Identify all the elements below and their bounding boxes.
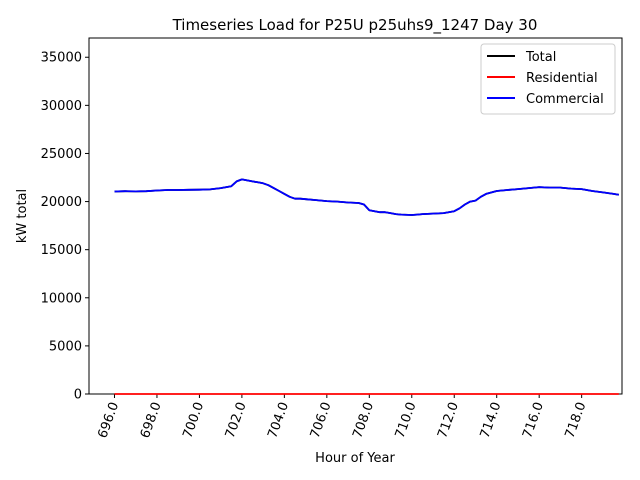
y-tick-label: 25000 bbox=[41, 147, 82, 162]
x-axis-label: Hour of Year bbox=[315, 451, 395, 466]
legend-label-total: Total bbox=[525, 50, 556, 65]
series-lines bbox=[114, 178, 619, 395]
y-tick-label: 15000 bbox=[41, 243, 82, 258]
y-tick-label: 10000 bbox=[41, 291, 82, 306]
y-tick-label: 20000 bbox=[41, 195, 82, 210]
chart-title: Timeseries Load for P25U p25uhs9_1247 Da… bbox=[172, 16, 538, 35]
y-tick-label: 35000 bbox=[41, 51, 82, 66]
plot-area: 696.0 698.0 700.0 702.0 704.0 706.0 708.0 710.0… bbox=[41, 37, 623, 440]
y-axis: 0 5000 10000 15000 20000 25000 30000 35000 bbox=[41, 51, 89, 403]
legend-label-commercial: Commercial bbox=[526, 92, 604, 107]
legend-box bbox=[480, 43, 616, 115]
y-tick-label: 5000 bbox=[49, 339, 82, 354]
legend-label-residential: Residential bbox=[526, 71, 598, 86]
y-tick-label: 0 bbox=[74, 388, 82, 403]
series-line-commercial bbox=[114, 178, 619, 216]
legend: Total Residential Commercial bbox=[480, 43, 616, 115]
y-tick-label: 30000 bbox=[41, 99, 82, 114]
y-axis-label: kW total bbox=[15, 189, 30, 243]
